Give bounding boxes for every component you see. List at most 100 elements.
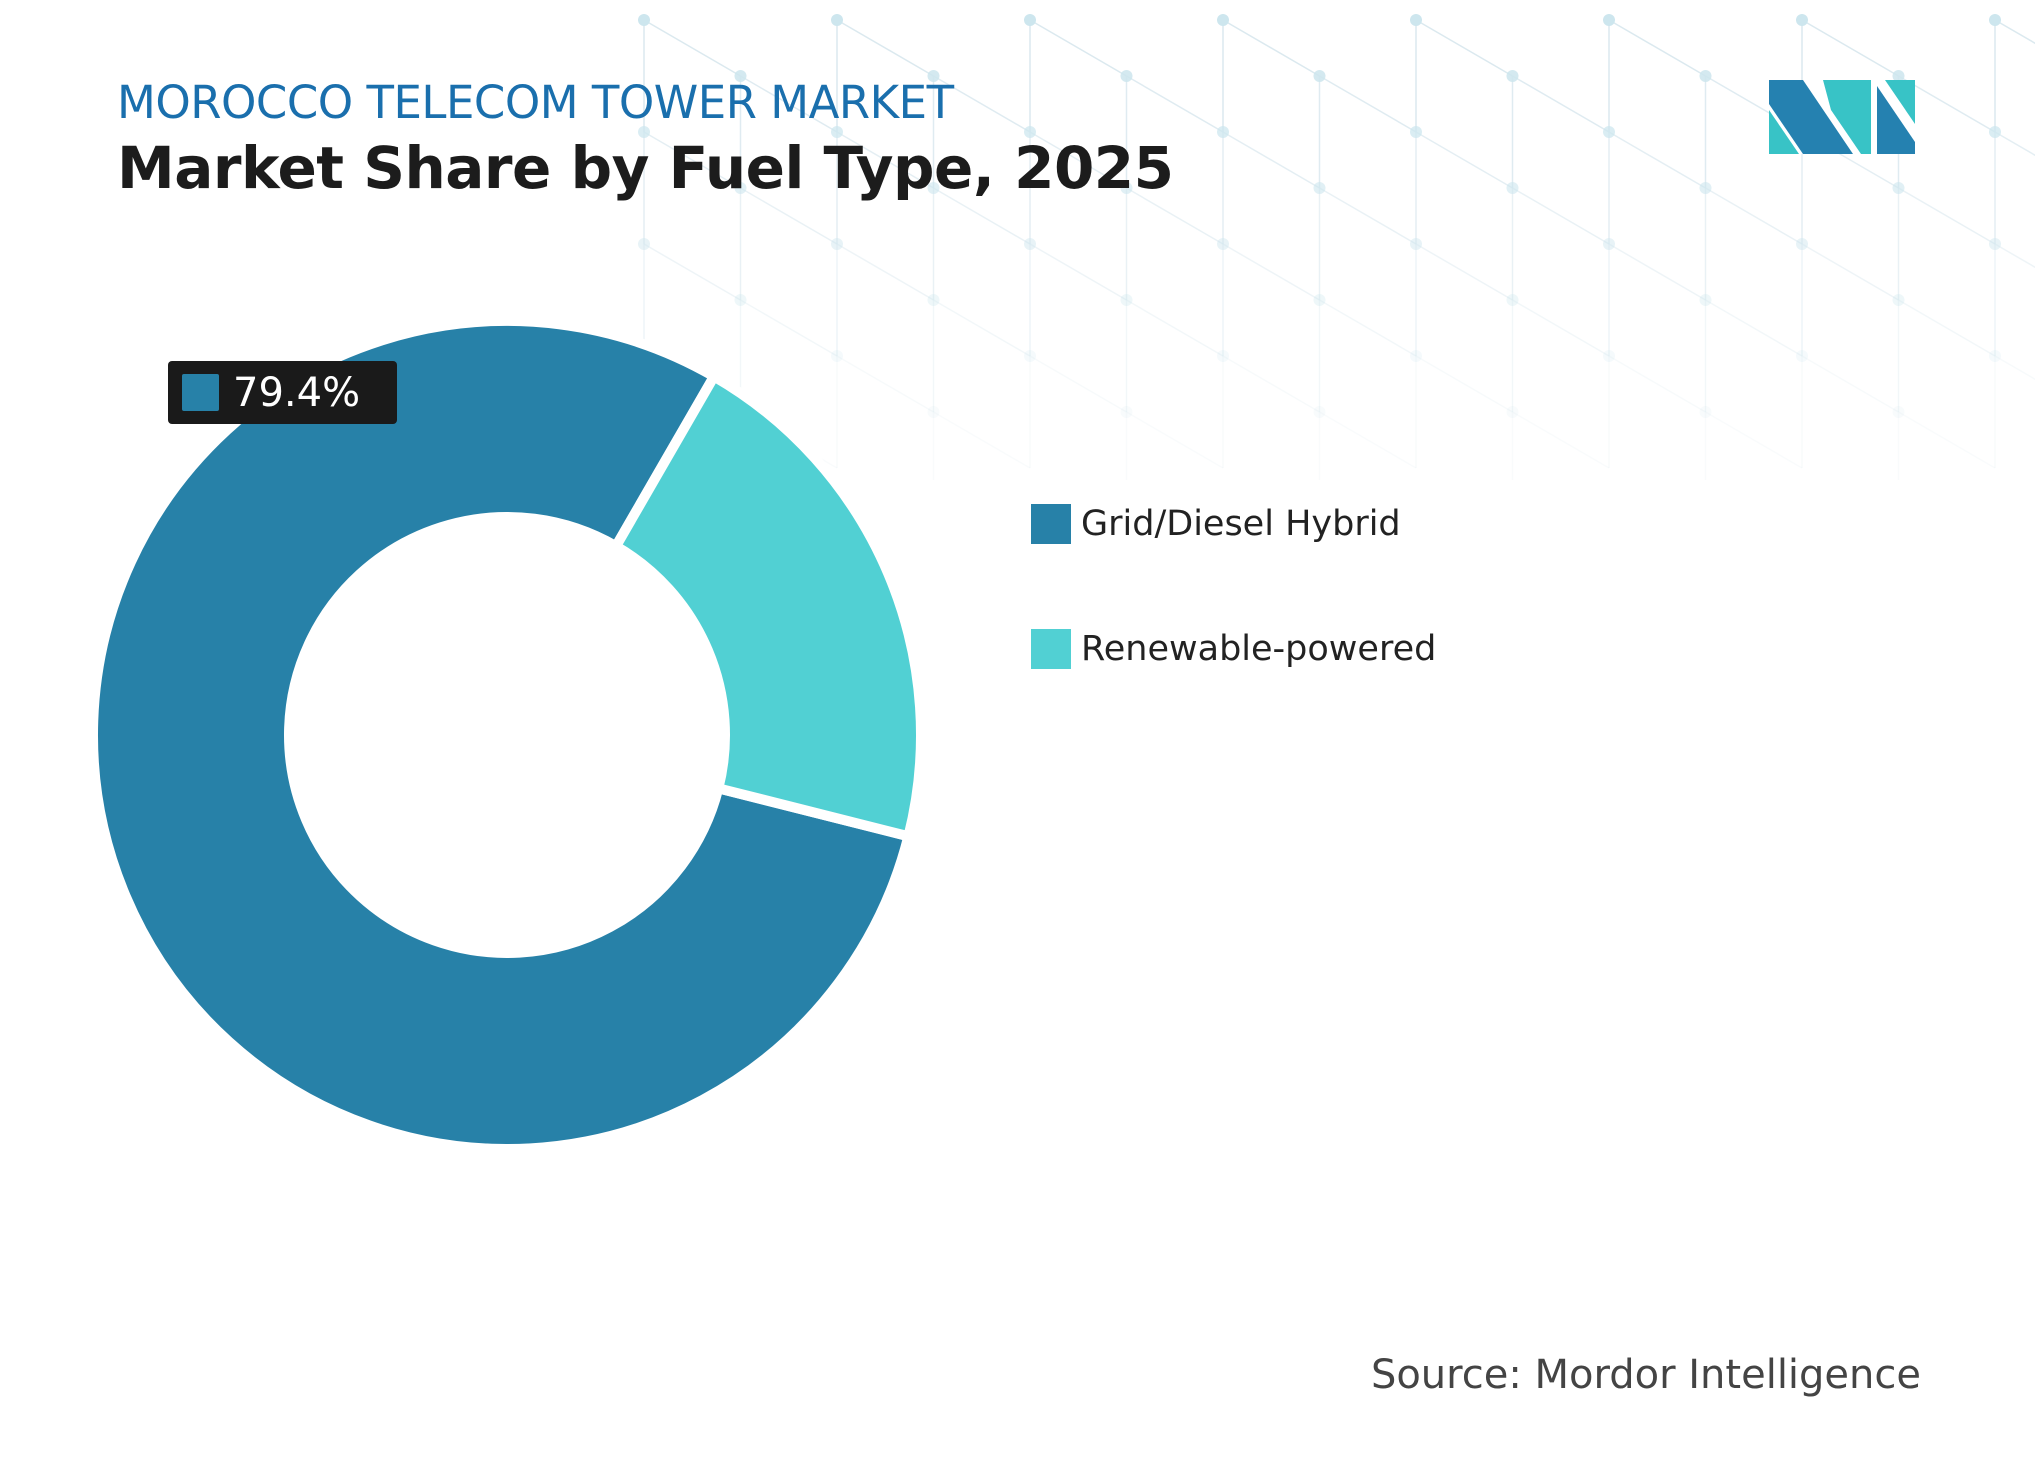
network-line: [1898, 299, 1996, 357]
network-line: [1126, 75, 1224, 133]
network-line: [1801, 243, 1899, 301]
network-node: [1410, 126, 1422, 138]
network-line: [1319, 187, 1417, 245]
network-line: [1319, 75, 1417, 133]
legend-label: Grid/Diesel Hybrid: [1081, 504, 1401, 544]
network-line: [1512, 75, 1610, 133]
network-line: [1415, 243, 1513, 301]
network-node: [1892, 182, 1905, 194]
network-line: [836, 19, 934, 77]
network-node: [1024, 350, 1036, 362]
network-node: [1699, 70, 1712, 82]
network-node: [1699, 406, 1712, 418]
network-line: [1222, 131, 1320, 189]
network-line: [1029, 243, 1127, 301]
network-line: [1415, 355, 1513, 413]
network-line: [836, 243, 934, 301]
network-line: [1415, 19, 1513, 77]
network-node: [1410, 350, 1422, 362]
network-node: [1796, 350, 1808, 362]
chart-title: Market Share by Fuel Type, 2025: [117, 134, 1174, 202]
network-line: [740, 299, 838, 357]
network-line: [933, 187, 1031, 245]
network-line: [643, 131, 741, 189]
legend: Grid/Diesel Hybrid Renewable-powered: [1031, 500, 1436, 750]
network-node: [927, 294, 940, 306]
network-node: [1120, 406, 1133, 418]
network-node: [1024, 14, 1036, 26]
network-line: [1898, 187, 1996, 245]
network-node: [1699, 182, 1712, 194]
network-node: [1217, 350, 1229, 362]
network-line: [1222, 243, 1320, 301]
legend-item-grid-diesel-hybrid: Grid/Diesel Hybrid: [1031, 500, 1436, 548]
network-node: [1989, 126, 2001, 138]
network-node: [1603, 126, 1615, 138]
network-node: [1892, 70, 1905, 82]
legend-swatch: [1031, 504, 1071, 544]
network-node: [1989, 14, 2001, 26]
network-line: [933, 75, 1031, 133]
network-node: [1120, 70, 1133, 82]
network-line: [1608, 131, 1706, 189]
network-line: [1222, 355, 1320, 413]
network-line: [643, 243, 741, 301]
network-line: [1608, 19, 1706, 77]
network-line: [643, 19, 741, 77]
network-node: [1506, 294, 1519, 306]
network-node: [1989, 350, 2001, 362]
legend-item-renewable-powered: Renewable-powered: [1031, 625, 1436, 673]
network-line: [740, 187, 838, 245]
network-node: [1120, 182, 1133, 194]
network-node: [1603, 238, 1615, 250]
network-node: [1506, 406, 1519, 418]
network-line: [1415, 131, 1513, 189]
network-line: [1994, 131, 2035, 157]
network-line: [1126, 299, 1224, 357]
network-node: [1024, 126, 1036, 138]
legend-label: Renewable-powered: [1081, 629, 1437, 669]
data-label-value: 79.4%: [233, 369, 361, 416]
network-node: [1120, 294, 1133, 306]
network-line: [1512, 299, 1610, 357]
network-line: [1222, 19, 1320, 77]
network-node: [831, 238, 843, 250]
network-node: [1217, 238, 1229, 250]
network-node: [1506, 70, 1519, 82]
background-network-pattern: [638, 14, 2035, 480]
donut-slice-renewable-powered: [609, 369, 926, 843]
network-line: [1994, 355, 2035, 381]
network-line: [933, 299, 1031, 357]
donut-slice-grid-diesel-hybrid: [88, 316, 915, 1154]
legend-swatch: [1031, 629, 1071, 669]
network-line: [1319, 299, 1417, 357]
network-node: [1410, 238, 1422, 250]
network-node: [1603, 14, 1615, 26]
network-line: [1994, 243, 2035, 269]
data-label-swatch: [182, 374, 219, 411]
source-note: Source: Mordor Intelligence: [1370, 1352, 1921, 1398]
network-line: [1705, 299, 1803, 357]
network-node: [734, 70, 747, 82]
network-node: [1410, 14, 1422, 26]
network-node: [927, 182, 940, 194]
network-line: [1126, 187, 1224, 245]
network-line: [1512, 187, 1610, 245]
network-node: [1313, 406, 1326, 418]
network-node: [1313, 70, 1326, 82]
network-node: [831, 14, 843, 26]
network-node: [1217, 126, 1229, 138]
network-node: [927, 70, 940, 82]
network-node: [1892, 294, 1905, 306]
network-line: [1801, 19, 1899, 77]
network-line: [1705, 187, 1803, 245]
network-node: [638, 238, 650, 250]
network-line: [1029, 19, 1127, 77]
chart-kicker: MOROCCO TELECOM TOWER MARKET: [117, 76, 954, 129]
network-node: [1989, 238, 2001, 250]
network-node: [1313, 182, 1326, 194]
network-node: [638, 14, 650, 26]
network-line: [1512, 411, 1610, 469]
network-line: [836, 355, 934, 413]
network-node: [638, 126, 650, 138]
